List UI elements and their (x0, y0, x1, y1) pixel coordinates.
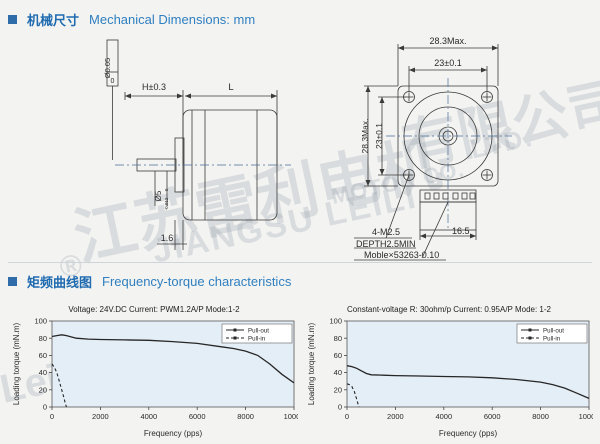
x-tick-label: 4000 (435, 412, 452, 421)
y-tick-label: 100 (329, 317, 342, 326)
x-axis-label: Frequency (pps) (439, 429, 498, 438)
series-pull-out (51, 334, 295, 384)
x-tick-label: 0 (345, 412, 349, 421)
y-tick-label: 20 (334, 385, 342, 394)
x-tick-label: 2000 (387, 412, 404, 421)
series-pull-in (346, 383, 360, 408)
dim-outer-width-label: 28.3Max. (429, 36, 466, 46)
y-tick-label: 0 (43, 403, 47, 412)
series-pull-in (51, 363, 68, 408)
y-tick-label: 60 (334, 351, 342, 360)
chart-pwm: Voltage: 24V.DC Current: PWM1.2A/P Mode:… (10, 305, 298, 440)
x-tick-label: 2000 (92, 412, 109, 421)
connector-spec-label: Moble×53263-0.10 (364, 250, 439, 260)
x-tick-label: 6000 (484, 412, 501, 421)
gdt-datum-label: 0 (111, 78, 115, 85)
x-tick-label: 8000 (532, 412, 549, 421)
section-header-frequency: 矩频曲线图 Frequency-torque characteristics (8, 272, 291, 291)
section-title-en: Frequency-torque characteristics (102, 274, 292, 289)
screw-spec-label: 4-M2.5 (372, 227, 400, 237)
bullet-square-icon (8, 277, 17, 286)
x-tick-label: 6000 (189, 412, 206, 421)
y-tick-label: 20 (39, 385, 47, 394)
dim-connector-width-label: 16.5 (452, 226, 470, 236)
x-tick-label: 0 (50, 412, 54, 421)
section-title-cn: 机械尺寸 (27, 13, 80, 28)
dim-hole-pitch-h-label: 23±0.1 (434, 58, 461, 68)
dim-outer-height-label: 28.3Max. (360, 119, 370, 154)
x-tick-label: 10000 (284, 412, 298, 421)
y-tick-label: 100 (34, 317, 47, 326)
dim-shaft-tol-lower: -0.012 (164, 197, 169, 210)
y-axis-label: Loading torque (mN.m) (307, 323, 316, 406)
y-tick-label: 80 (39, 334, 47, 343)
x-axis-label: Frequency (pps) (144, 429, 203, 438)
mechanical-drawing-side-view: Ø0.05 0 H±0.3 L Ø5 0 -0.012 1.6 (95, 38, 325, 263)
x-tick-label: 4000 (140, 412, 157, 421)
screw-depth-label: DEPTH2.5MIN (356, 239, 416, 249)
legend-label: Pull-out (543, 327, 564, 334)
mechanical-drawing-front-view: 28.3Max. 23±0.1 28.3Max. 23±0.1 4-M2.5 D… (350, 30, 595, 270)
y-tick-label: 80 (334, 334, 342, 343)
dim-hole-pitch-v-label: 23±0.1 (374, 123, 384, 149)
chart-title: Voltage: 24V.DC Current: PWM1.2A/P Mode:… (68, 305, 240, 314)
section-header-mechanical: 机械尺寸 Mechanical Dimensions: mm (8, 10, 255, 29)
dim-shaft-tol-upper: 0 (164, 188, 169, 191)
y-tick-label: 40 (39, 368, 47, 377)
legend-label: Pull-out (248, 327, 269, 334)
legend-label: Pull-in (543, 335, 561, 342)
gdt-tolerance-label: Ø0.05 (103, 58, 112, 78)
y-tick-label: 60 (39, 351, 47, 360)
legend-label: Pull-in (248, 335, 266, 342)
y-axis-label: Loading torque (mN.m) (12, 323, 21, 406)
chart-constant-voltage: Constant-voltage R: 30ohm/p Current: 0.9… (305, 305, 593, 440)
section-divider (8, 262, 592, 263)
y-tick-label: 0 (338, 403, 342, 412)
y-tick-label: 40 (334, 368, 342, 377)
dim-shaft-diameter-label: Ø5 (154, 190, 163, 201)
series-pull-out (346, 365, 590, 399)
x-tick-label: 8000 (237, 412, 254, 421)
chart-title: Constant-voltage R: 30ohm/p Current: 0.9… (347, 305, 551, 314)
dim-l-label: L (228, 82, 233, 93)
dim-thickness-label: 1.6 (161, 233, 174, 243)
section-title-cn: 矩频曲线图 (27, 275, 93, 290)
section-title-en: Mechanical Dimensions: mm (89, 12, 256, 27)
x-tick-label: 10000 (579, 412, 593, 421)
bullet-square-icon (8, 15, 17, 24)
dim-h-label: H±0.3 (142, 82, 166, 92)
